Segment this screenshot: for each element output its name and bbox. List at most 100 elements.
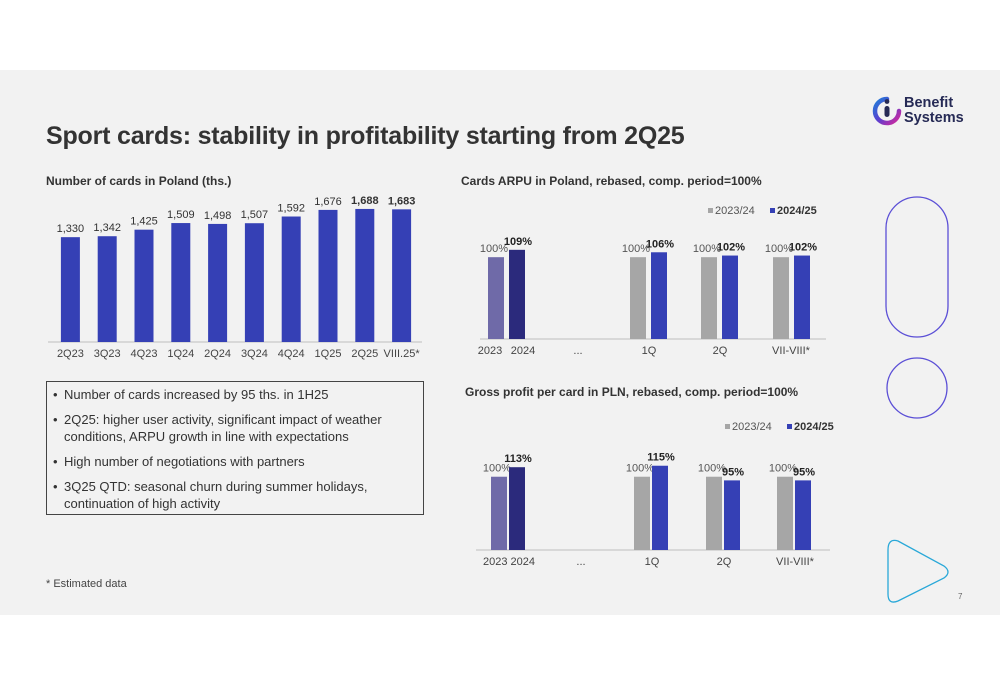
key-point: Number of cards increased by 95 ths. in … bbox=[53, 386, 415, 403]
cards-data-label: 1,592 bbox=[277, 203, 305, 215]
cards-bar bbox=[244, 223, 264, 342]
cards-bar bbox=[171, 223, 191, 342]
arpu-legend-label: 2024/25 bbox=[777, 205, 817, 217]
cards-bar-chart: 1,330 2Q23 1,342 3Q23 1,425 4Q23 1,509 1Q24 1,49… bbox=[48, 195, 422, 360]
cards-tick-label: 2Q23 bbox=[57, 348, 84, 360]
cards-data-label: 1,688 bbox=[351, 195, 379, 207]
arpu-tick-label: ... bbox=[573, 345, 582, 357]
key-point: 3Q25 QTD: seasonal churn during summer h… bbox=[53, 478, 415, 512]
gp-tick-label: 2023 2024 bbox=[483, 556, 535, 568]
decor-pill-shape bbox=[885, 196, 949, 338]
cards-bar bbox=[281, 216, 301, 342]
gp-data-label: 115% bbox=[647, 452, 675, 464]
arpu-data-label: 109% bbox=[504, 236, 532, 248]
gp-chart-title: Gross profit per card in PLN, rebased, c… bbox=[465, 385, 799, 399]
cards-tick-label: VIII.25* bbox=[384, 348, 421, 360]
arpu-data-label: 100% bbox=[622, 243, 650, 255]
cards-data-label: 1,342 bbox=[93, 222, 121, 234]
cards-tick-label: 3Q24 bbox=[241, 348, 268, 360]
key-points-list: Number of cards increased by 95 ths. in … bbox=[53, 386, 415, 512]
cards-bar bbox=[97, 236, 117, 342]
arpu-legend-label: 2023/24 bbox=[715, 205, 755, 217]
key-point: 2Q25: higher user activity, significant … bbox=[53, 411, 415, 445]
page-number: 7 bbox=[958, 592, 963, 601]
gp-data-label: 95% bbox=[722, 466, 744, 478]
cards-data-label: 1,425 bbox=[130, 216, 158, 228]
cards-bar bbox=[355, 208, 375, 342]
arpu-tick-label: 2024 bbox=[511, 345, 535, 357]
arpu-chart-title: Cards ARPU in Poland, rebased, comp. per… bbox=[461, 174, 762, 188]
arpu-legend-swatch bbox=[770, 208, 775, 213]
cards-bar bbox=[392, 209, 412, 342]
cards-data-label: 1,498 bbox=[204, 210, 232, 222]
arpu-data-label: 100% bbox=[480, 243, 508, 255]
footnote: * Estimated data bbox=[46, 578, 127, 590]
arpu-bar bbox=[773, 257, 789, 339]
cards-tick-label: 1Q25 bbox=[315, 348, 342, 360]
gp-legend-swatch bbox=[725, 424, 730, 429]
gp-bar bbox=[706, 476, 722, 550]
arpu-data-label: 106% bbox=[646, 238, 674, 250]
key-point: High number of negotiations with partner… bbox=[53, 453, 415, 470]
cards-chart-title: Number of cards in Poland (ths.) bbox=[46, 174, 232, 188]
arpu-data-label: 100% bbox=[693, 243, 721, 255]
gp-bar bbox=[491, 476, 507, 550]
key-points-box: Number of cards increased by 95 ths. in … bbox=[46, 381, 424, 515]
gp-bar bbox=[652, 465, 668, 550]
company-logo: Benefit Systems bbox=[872, 96, 982, 130]
arpu-bar bbox=[488, 257, 504, 339]
gp-bar bbox=[795, 480, 811, 550]
gp-data-label: 100% bbox=[698, 463, 726, 475]
gp-tick-label: ... bbox=[576, 556, 585, 568]
cards-bar bbox=[318, 209, 338, 342]
logo-line-2: Systems bbox=[904, 110, 964, 126]
gp-legend-label: 2023/24 bbox=[732, 421, 772, 433]
gp-bar bbox=[634, 476, 650, 550]
cards-data-label: 1,676 bbox=[314, 196, 342, 208]
cards-data-label: 1,507 bbox=[241, 209, 269, 221]
logo-wordmark: Benefit Systems bbox=[904, 96, 964, 126]
gp-data-label: 95% bbox=[793, 466, 815, 478]
arpu-bar bbox=[651, 252, 667, 339]
arpu-bar bbox=[722, 255, 738, 339]
cards-bar bbox=[60, 237, 80, 342]
cards-data-label: 1,330 bbox=[57, 223, 85, 235]
gp-bar bbox=[777, 476, 793, 550]
cards-tick-label: 1Q24 bbox=[167, 348, 194, 360]
gp-tick-label: 1Q bbox=[645, 556, 660, 568]
arpu-legend-swatch bbox=[708, 208, 713, 213]
gp-data-label: 100% bbox=[769, 463, 797, 475]
cards-bar bbox=[134, 229, 154, 342]
arpu-data-label: 102% bbox=[789, 242, 817, 254]
gp-data-label: 100% bbox=[626, 463, 654, 475]
arpu-bar bbox=[630, 257, 646, 339]
arpu-bar bbox=[701, 257, 717, 339]
gp-bar bbox=[509, 467, 525, 550]
cards-tick-label: 4Q23 bbox=[131, 348, 158, 360]
gp-legend-swatch bbox=[787, 424, 792, 429]
arpu-tick-label: VII-VIII* bbox=[772, 345, 811, 357]
cards-tick-label: 2Q25 bbox=[351, 348, 378, 360]
arpu-bar bbox=[509, 249, 525, 339]
logo-line-1: Benefit bbox=[904, 95, 954, 111]
decor-circle-shape bbox=[886, 357, 948, 419]
decor-play-triangle-shape bbox=[887, 539, 949, 603]
cards-tick-label: 4Q24 bbox=[278, 348, 305, 360]
cards-data-label: 1,509 bbox=[167, 209, 195, 221]
gp-data-label: 100% bbox=[483, 463, 511, 475]
cards-bar bbox=[208, 223, 228, 342]
arpu-tick-label: 2Q bbox=[713, 345, 728, 357]
arpu-data-label: 100% bbox=[765, 243, 793, 255]
arpu-tick-label: 1Q bbox=[642, 345, 657, 357]
gp-bar bbox=[724, 480, 740, 550]
arpu-bar bbox=[794, 255, 810, 339]
arpu-tick-label: 2023 bbox=[478, 345, 502, 357]
cards-tick-label: 2Q24 bbox=[204, 348, 231, 360]
gp-legend-label: 2024/25 bbox=[794, 421, 834, 433]
gp-data-label: 113% bbox=[504, 453, 532, 465]
cards-data-label: 1,683 bbox=[388, 195, 416, 207]
logo-icon bbox=[872, 96, 902, 126]
slide: Sport cards: stability in profitability … bbox=[0, 70, 1000, 615]
